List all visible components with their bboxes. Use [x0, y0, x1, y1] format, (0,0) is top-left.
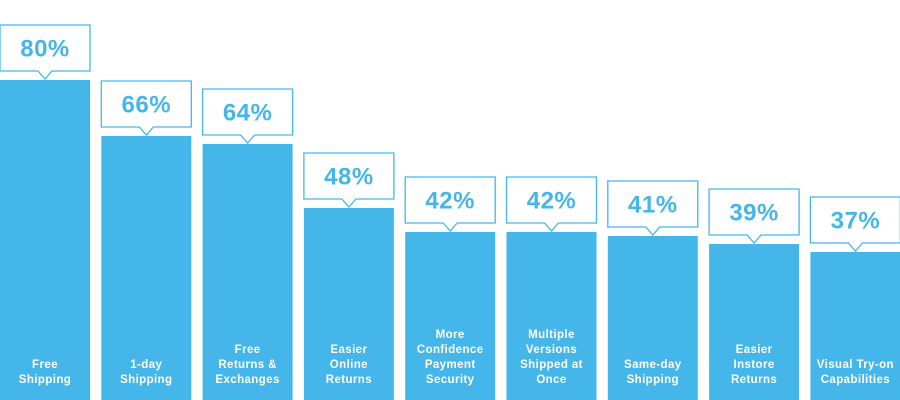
value-label: 48% — [324, 164, 374, 191]
category-label-line: Free — [235, 344, 261, 356]
bar — [405, 232, 496, 400]
category-label-line: Shipped at — [520, 359, 583, 371]
bar — [303, 208, 394, 400]
value-callout — [303, 152, 395, 208]
value-label: 42% — [425, 188, 475, 215]
value-label: 42% — [527, 188, 577, 215]
category-label: 1-day Shipping — [120, 359, 172, 386]
value-label: 80% — [20, 36, 70, 63]
category-label-line: Returns — [326, 374, 372, 386]
category-label: Free Returns & Exchanges — [215, 344, 279, 386]
value-callout — [100, 80, 192, 136]
category-label: Visual Try-on Capabilities — [817, 359, 894, 386]
bar — [607, 236, 698, 400]
category-label-line: Exchanges — [215, 374, 279, 386]
category-label-line: Shipping — [120, 374, 172, 386]
category-label-line: Confidence — [417, 344, 484, 356]
category-label: More Confidence Payment Security — [417, 329, 484, 386]
bar — [506, 232, 597, 400]
category-label-line: Payment — [425, 359, 476, 371]
category-label-line: Easier — [330, 344, 367, 356]
bar — [202, 144, 293, 400]
category-label: Easier Instore Returns — [731, 344, 777, 386]
category-label-line: Free — [32, 359, 58, 371]
category-label-line: Security — [426, 374, 475, 386]
category-label-line: Once — [536, 374, 566, 386]
category-label-line: Multiple — [528, 329, 575, 341]
value-label: 66% — [122, 92, 172, 119]
category-label-line: Visual Try-on — [817, 359, 894, 371]
category-label-line: 1-day — [130, 359, 162, 371]
category-label-line: Shipping — [627, 374, 679, 386]
value-callout — [0, 24, 91, 80]
category-label-line: Returns — [731, 374, 777, 386]
value-callout — [708, 188, 800, 244]
value-label: 41% — [628, 192, 678, 219]
value-callout — [201, 88, 294, 144]
bar — [810, 252, 900, 400]
category-label-line: Versions — [526, 344, 577, 356]
category-label: Free Shipping — [19, 359, 71, 386]
category-label-line: Returns & — [218, 359, 277, 371]
category-label: Same-day Shipping — [624, 359, 682, 386]
category-label-line: More — [436, 329, 465, 341]
category-label-line: Easier — [736, 344, 773, 356]
category-label-line: Capabilities — [821, 374, 890, 386]
value-callout — [404, 176, 496, 232]
category-label-line: Shipping — [19, 374, 71, 386]
category-label-line: Same-day — [624, 359, 682, 371]
category-label: Multiple Versions Shipped at Once — [520, 329, 583, 386]
value-callout — [809, 196, 900, 252]
category-label-line: Instore — [734, 359, 775, 371]
bar — [0, 80, 90, 400]
value-callout — [607, 180, 699, 236]
bar — [709, 244, 800, 400]
bar — [101, 136, 192, 400]
value-label: 39% — [729, 200, 779, 227]
value-label: 37% — [831, 208, 881, 235]
category-label-line: Online — [330, 359, 368, 371]
value-callout — [505, 176, 598, 232]
category-label: Easier Online Returns — [326, 344, 372, 386]
value-label: 64% — [223, 100, 273, 127]
